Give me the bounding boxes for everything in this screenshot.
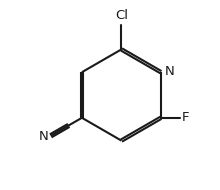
Text: F: F <box>182 111 189 124</box>
Text: N: N <box>38 130 48 143</box>
Text: N: N <box>165 65 175 78</box>
Text: Cl: Cl <box>115 9 128 22</box>
